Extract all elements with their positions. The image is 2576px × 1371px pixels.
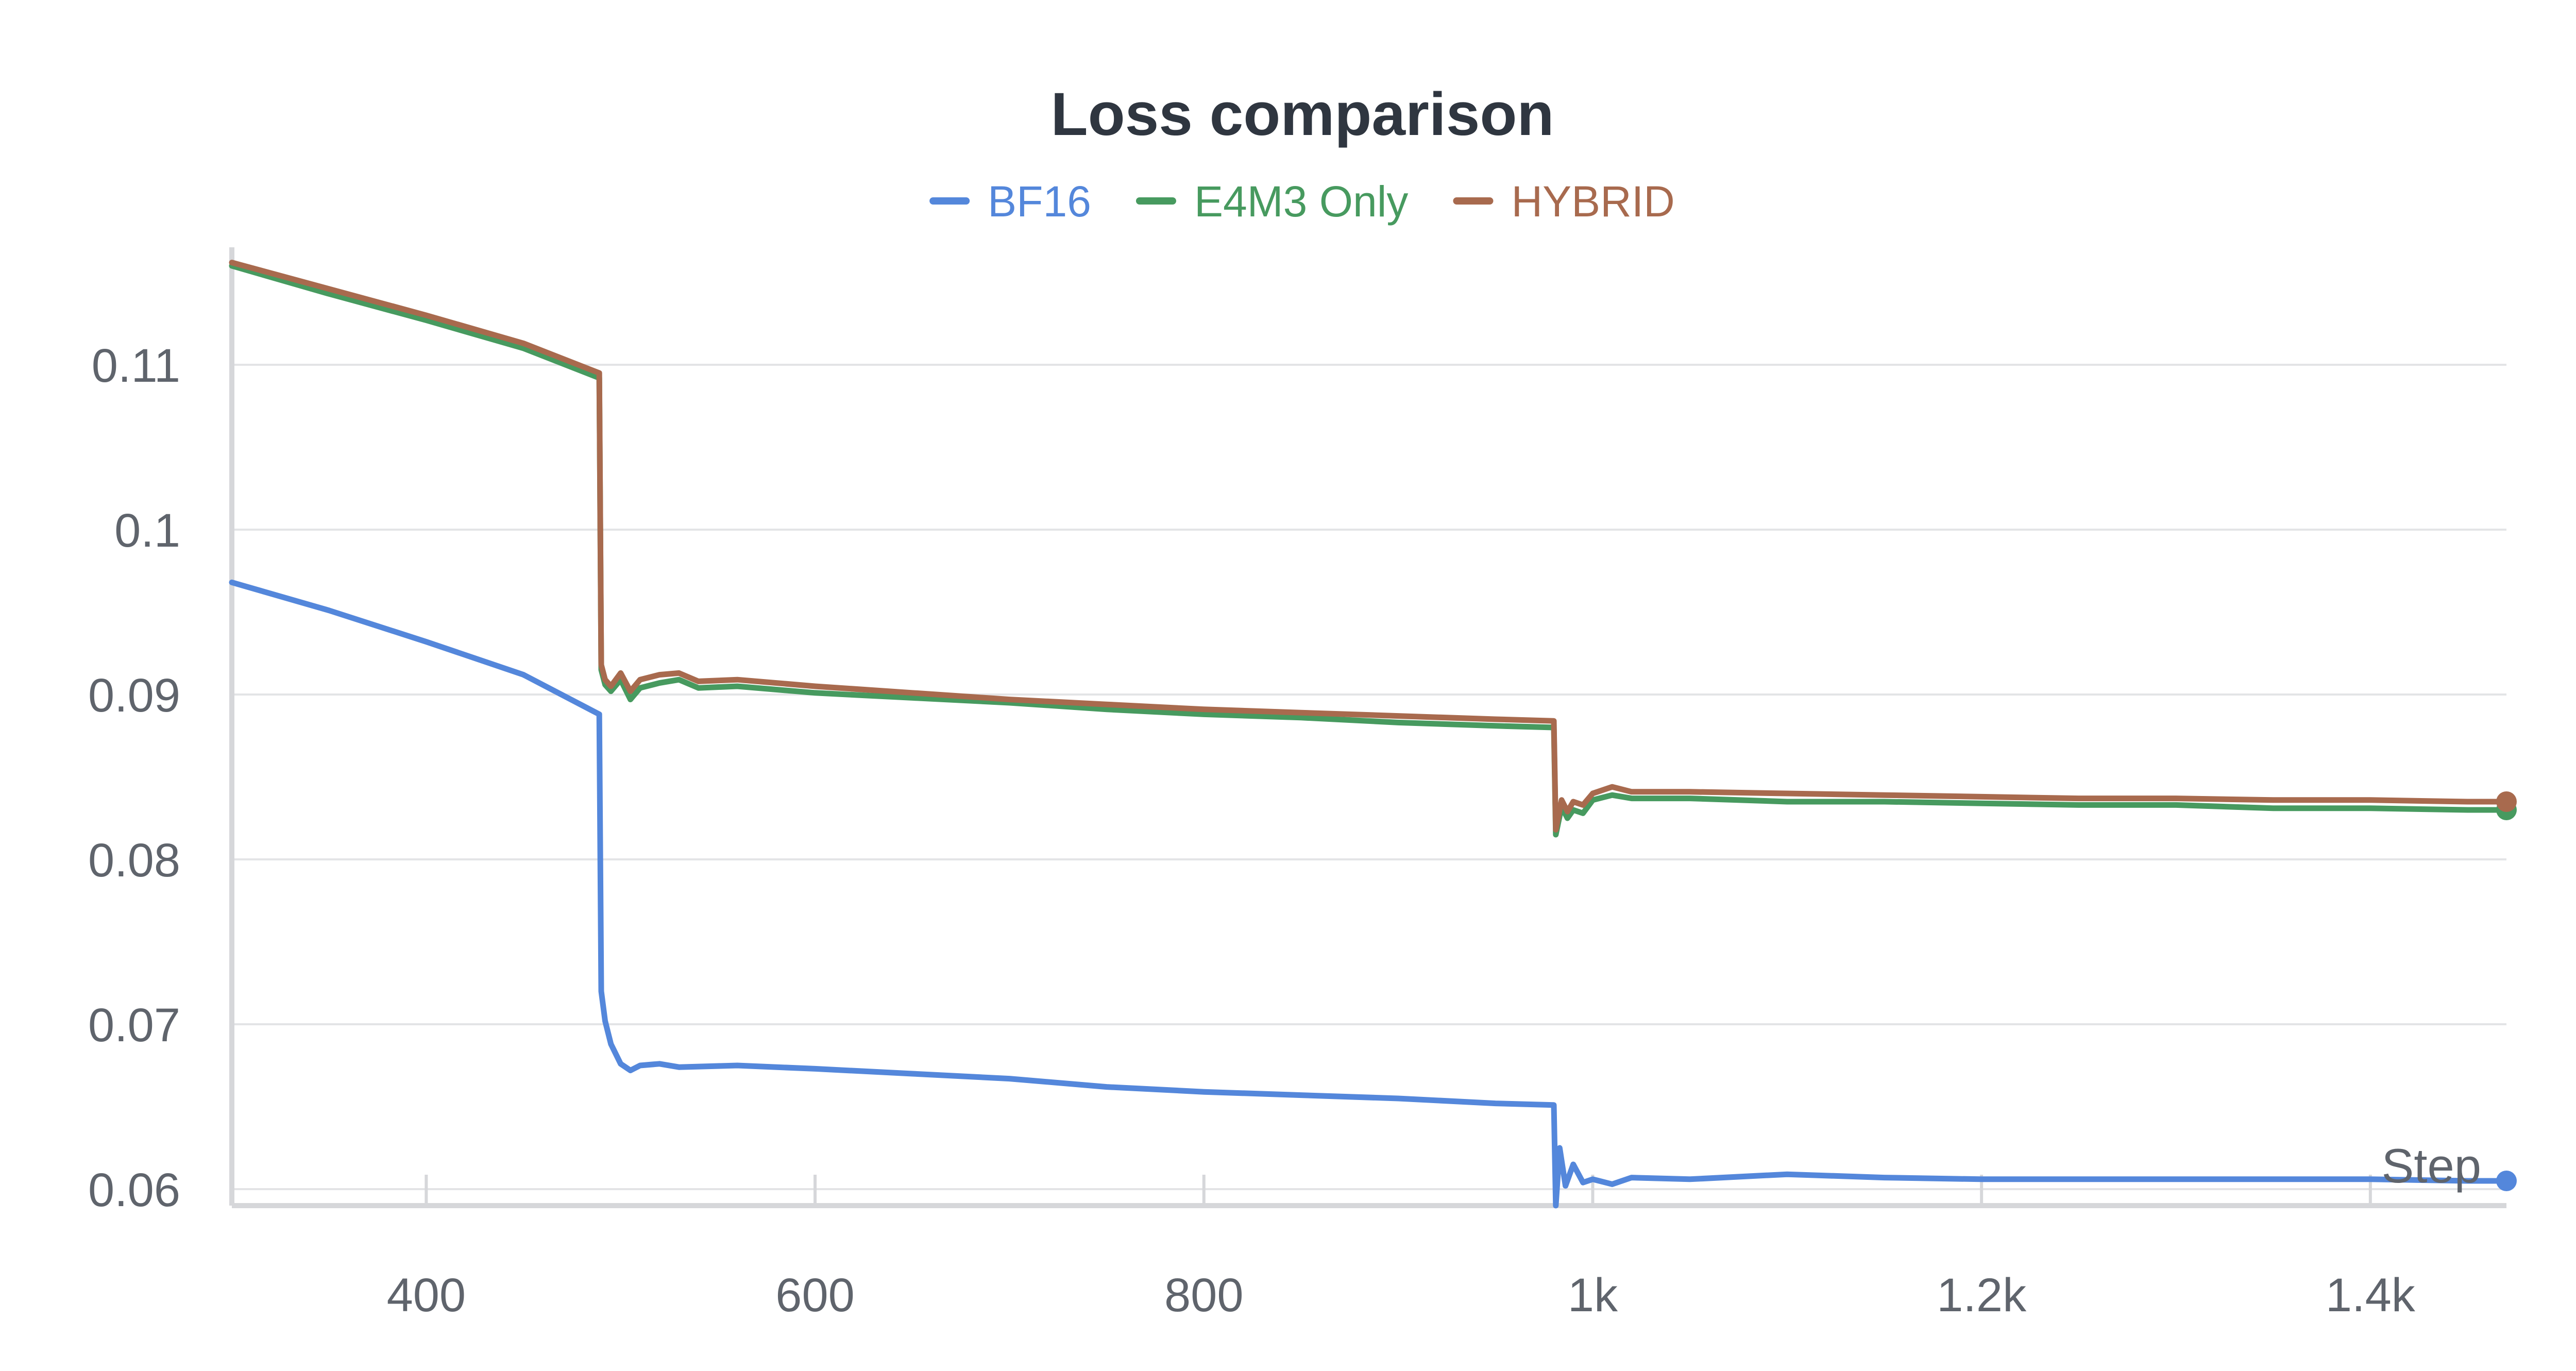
series-line-2	[229, 260, 2510, 833]
series-line-0	[229, 579, 2510, 1209]
x-tick-label: 800	[1164, 1269, 1244, 1322]
x-tick-label: 1.4k	[2326, 1269, 2416, 1322]
y-tick-label: 0.1	[114, 504, 180, 557]
legend-item-2[interactable]: HYBRID	[1453, 177, 1675, 226]
legend-item-1[interactable]: E4M3 Only	[1136, 177, 1409, 226]
axes: 0.06 0.07 0.08 0.09 0.1 0.11 400 600 800 1k 1.2k 1.…	[88, 247, 2506, 1322]
x-tick-label: 600	[775, 1269, 855, 1322]
series-end-point-0	[2496, 1171, 2517, 1191]
x-tick-label: 400	[387, 1269, 466, 1322]
legend-label-0: BF16	[988, 177, 1091, 226]
y-tick-label: 0.07	[88, 999, 180, 1052]
series-line-1	[229, 263, 2510, 838]
chart-title: Loss comparison	[1050, 80, 1554, 148]
grid	[232, 364, 2506, 1190]
x-axis-label: Step	[2382, 1139, 2481, 1193]
x-tick-label: 1k	[1568, 1269, 1618, 1322]
legend-item-0[interactable]: BF16	[929, 177, 1091, 226]
legend: BF16 E4M3 Only HYBRID	[929, 177, 1675, 226]
y-tick-label: 0.06	[88, 1164, 180, 1216]
y-tick-label: 0.11	[92, 340, 180, 392]
legend-label-2: HYBRID	[1511, 177, 1674, 226]
series-end-point-2	[2496, 791, 2517, 812]
x-tick-label: 1.2k	[1937, 1269, 2027, 1322]
y-tick-label: 0.08	[88, 834, 180, 887]
series-group	[229, 260, 2517, 1209]
legend-label-1: E4M3 Only	[1194, 177, 1409, 226]
y-tick-label: 0.09	[88, 669, 180, 722]
